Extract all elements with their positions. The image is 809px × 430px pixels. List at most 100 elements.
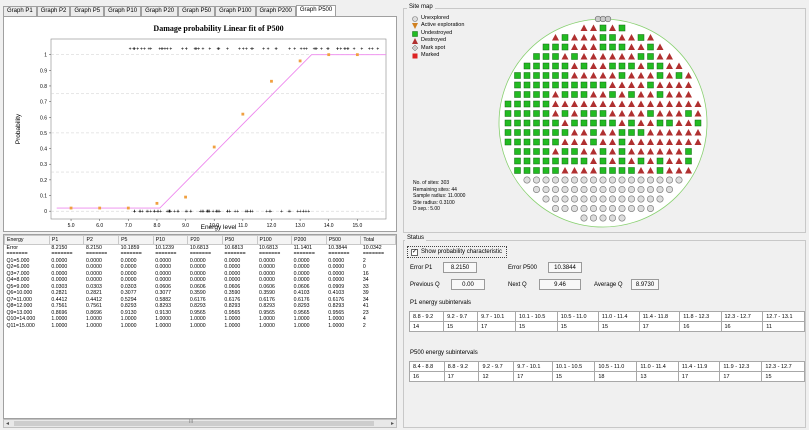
binary-zero-mark: +	[226, 209, 229, 215]
site-undestroyed	[571, 81, 578, 89]
site-unexplored	[666, 186, 674, 194]
site-undestroyed	[685, 110, 692, 117]
site-destroyed	[618, 91, 626, 98]
scroll-left-icon[interactable]: ◂	[6, 421, 10, 427]
column-header[interactable]: P200	[291, 235, 327, 245]
table-cell: 0.6176	[224, 296, 241, 303]
scroll-right-icon[interactable]: ▸	[390, 421, 394, 427]
site-undestroyed	[609, 43, 616, 51]
table-cell: 0.0000	[259, 270, 275, 277]
site-undestroyed	[571, 148, 578, 155]
scrollbar-thumb[interactable]: III	[14, 419, 374, 426]
show-probability-checkbox[interactable]: ✓	[411, 249, 418, 256]
table-cell: 0.0000	[85, 277, 102, 284]
binary-zero-mark: +	[185, 209, 188, 215]
site-destroyed	[618, 34, 626, 41]
subinterval-range: 10.1 - 10.5	[515, 311, 558, 322]
site-undestroyed	[552, 119, 559, 127]
binary-zero-mark: +	[302, 209, 305, 215]
site-undestroyed	[590, 81, 597, 89]
site-destroyed	[561, 167, 569, 174]
plot-area	[50, 38, 387, 220]
binary-one-mark: +	[185, 46, 188, 52]
site-destroyed	[618, 81, 626, 88]
subinterval-range: 11.8 - 12.3	[679, 311, 722, 322]
sitemap-stat: Remaining sites: 44	[413, 186, 457, 193]
tab-graph-p500[interactable]: Graph P500	[295, 5, 337, 17]
table-cell: 1.0000	[259, 322, 275, 329]
table-cell: 4	[362, 316, 366, 323]
site-destroyed	[675, 157, 683, 164]
binary-one-mark: +	[371, 46, 374, 52]
binary-zero-mark: +	[184, 209, 187, 215]
site-undestroyed	[514, 129, 521, 136]
column-header[interactable]: P50	[221, 235, 258, 245]
table-row: ======= ======= ======= ======= ======= =====…	[5, 251, 396, 258]
column-header[interactable]: Energy	[4, 235, 50, 245]
table-row: Q11=15.000 1.0000 1.0000 1.0000 1.0000 1.0000…	[5, 323, 396, 330]
site-destroyed	[694, 110, 702, 117]
site-destroyed	[609, 157, 616, 164]
site-undestroyed	[561, 157, 569, 165]
table-cell: 0.0606	[189, 283, 206, 290]
site-unexplored	[551, 176, 559, 184]
table-horizontal-scrollbar[interactable]: ◂ III ▸	[3, 419, 397, 428]
site-map-canvas[interactable]	[490, 10, 720, 232]
binary-zero-mark: +	[153, 209, 156, 215]
site-undestroyed	[552, 138, 559, 146]
column-header[interactable]: P500	[325, 235, 362, 245]
site-undestroyed	[647, 53, 654, 60]
table-cell: 0.8293	[259, 303, 275, 310]
table-cell: 0.5294	[120, 296, 137, 303]
binary-one-mark: +	[250, 46, 253, 52]
column-header[interactable]: P5	[118, 235, 154, 245]
probability-table-panel[interactable]: Energy P1 P2 P5 P10 P20 P50 P100 P200 P500 Total E…	[3, 234, 397, 419]
binary-zero-mark: +	[288, 209, 291, 215]
tab-graph-p200[interactable]: Graph P200	[255, 6, 296, 17]
data-point	[270, 79, 273, 83]
site-destroyed	[637, 91, 645, 98]
tab-graph-p50[interactable]: Graph P50	[178, 6, 216, 17]
subinterval-range: 8.8 - 9.2	[408, 311, 445, 322]
column-header[interactable]: P2	[83, 235, 120, 245]
tab-graph-p20[interactable]: Graph P20	[141, 6, 179, 17]
site-undestroyed	[552, 43, 559, 51]
site-undestroyed	[647, 81, 654, 89]
column-header[interactable]: P20	[187, 235, 223, 245]
table-cell: 0.8293	[224, 303, 241, 310]
legend-item: Unexplored	[412, 15, 464, 22]
site-undestroyed	[685, 148, 692, 155]
binary-zero-mark: +	[200, 209, 203, 215]
binary-zero-mark: +	[202, 209, 205, 215]
show-probability-label[interactable]: Show probability characteristic	[421, 249, 503, 255]
subinterval-count: 16	[679, 321, 722, 332]
table-cell: 1.0000	[85, 316, 102, 323]
column-header[interactable]: P1	[48, 235, 85, 245]
site-undestroyed	[552, 157, 559, 165]
tab-graph-p5[interactable]: Graph P5	[70, 6, 105, 17]
circle-gray-icon	[412, 15, 418, 22]
column-header[interactable]: P10	[152, 235, 189, 245]
y-tick-label: 0.8	[40, 84, 47, 90]
table-cell: 1.0000	[120, 316, 137, 323]
table-row: Q10=14.000 1.0000 1.0000 1.0000 1.0000 1.0000…	[5, 316, 396, 323]
table-cell: =======	[259, 251, 281, 258]
site-unexplored	[656, 176, 664, 184]
binary-zero-mark: +	[302, 209, 305, 215]
tab-graph-p10[interactable]: Graph P10	[104, 6, 142, 17]
table-cell: 1.0000	[224, 316, 241, 323]
site-undestroyed	[561, 81, 569, 89]
column-header[interactable]: Total	[360, 235, 396, 245]
site-undestroyed	[618, 157, 626, 165]
column-header[interactable]: P100	[256, 235, 293, 245]
table-row: Q3=7.000 0.0000 0.0000 0.0000 0.0000 0.0000 0.…	[5, 271, 396, 278]
tab-graph-p2[interactable]: Graph P2	[36, 6, 71, 17]
tab-graph-p100[interactable]: Graph P100	[215, 6, 256, 17]
table-cell: =======	[120, 251, 142, 258]
site-undestroyed	[523, 100, 531, 108]
site-destroyed	[685, 167, 692, 174]
binary-zero-mark: +	[208, 209, 211, 215]
table-cell: 34	[362, 277, 369, 284]
tab-graph-p1[interactable]: Graph P1	[3, 6, 37, 17]
binary-zero-mark: +	[149, 209, 152, 215]
